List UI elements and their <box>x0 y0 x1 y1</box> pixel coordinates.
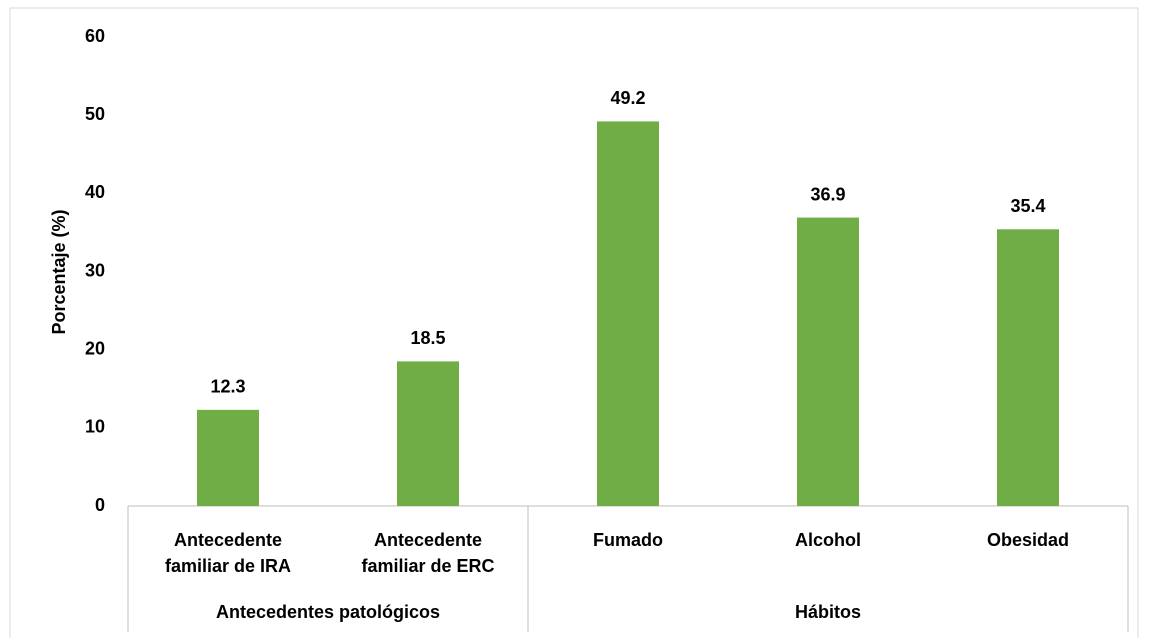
x-tick-label: Alcohol <box>795 530 861 550</box>
y-axis-title: Porcentaje (%) <box>49 209 69 334</box>
data-label: 35.4 <box>1010 196 1045 216</box>
data-label: 12.3 <box>210 377 245 397</box>
group-label: Hábitos <box>795 602 861 622</box>
data-label: 18.5 <box>410 328 445 348</box>
y-tick-label: 30 <box>85 260 105 280</box>
y-tick-label: 20 <box>85 338 105 358</box>
x-tick-label: Antecedente familiar de IRA <box>164 530 292 576</box>
x-tick-label: Obesidad <box>986 530 1070 550</box>
y-tick-label: 0 <box>95 495 105 515</box>
data-label: 49.2 <box>610 88 645 108</box>
y-tick-label: 10 <box>85 417 105 437</box>
bar <box>597 121 659 507</box>
chart-border <box>9 7 1139 638</box>
x-tick-label: Antecedente familiar de ERC <box>361 530 495 576</box>
bar <box>397 361 459 506</box>
y-tick-label: 50 <box>85 104 105 124</box>
data-label: 36.9 <box>810 184 845 204</box>
y-tick-label: 60 <box>85 26 105 46</box>
y-tick-label: 40 <box>85 182 105 202</box>
bar <box>197 409 259 506</box>
bar <box>997 229 1059 507</box>
bar <box>797 217 859 506</box>
group-label: Antecedentes patológicos <box>216 602 440 622</box>
x-tick-label: Fumado <box>593 530 663 550</box>
